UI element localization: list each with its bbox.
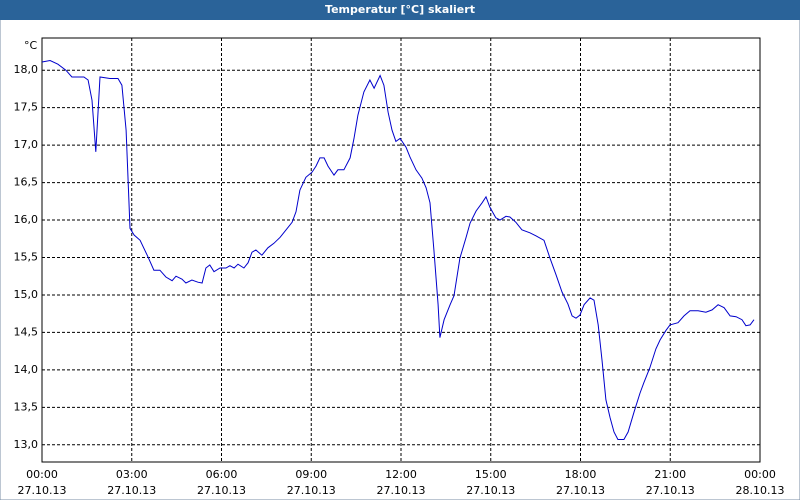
- x-tick-label: 06:00: [206, 468, 238, 481]
- y-tick-label: 16,0: [14, 213, 39, 226]
- y-tick-label: 15,5: [14, 250, 39, 263]
- x-tick-label: 21:00: [654, 468, 686, 481]
- x-tick-date: 28.10.13: [736, 484, 785, 497]
- x-tick-label: 15:00: [475, 468, 507, 481]
- x-tick-label: 00:00: [744, 468, 776, 481]
- y-tick-label: 17,5: [14, 101, 39, 114]
- y-tick-label: 16,5: [14, 176, 39, 189]
- x-tick-label: 03:00: [116, 468, 148, 481]
- y-tick-label: 14,0: [14, 363, 39, 376]
- y-tick-label: 14,5: [14, 325, 39, 338]
- y-tick-label: 15,0: [14, 288, 39, 301]
- x-tick-label: 00:00: [26, 468, 58, 481]
- x-tick-date: 27.10.13: [377, 484, 426, 497]
- x-tick-date: 27.10.13: [646, 484, 695, 497]
- temperature-line: [41, 59, 755, 440]
- x-tick-label: 12:00: [385, 468, 417, 481]
- x-tick-date: 27.10.13: [466, 484, 515, 497]
- y-tick-label: 13,0: [14, 438, 39, 451]
- x-tick-date: 27.10.13: [18, 484, 67, 497]
- x-tick-label: 18:00: [565, 468, 597, 481]
- x-tick-date: 27.10.13: [107, 484, 156, 497]
- x-tick-label: 09:00: [295, 468, 327, 481]
- x-tick-date: 27.10.13: [556, 484, 605, 497]
- x-tick-date: 27.10.13: [197, 484, 246, 497]
- y-tick-label: 13,5: [14, 400, 39, 413]
- y-unit: °C: [24, 39, 38, 52]
- chart-title: Temperatur [°C] skaliert: [325, 3, 475, 16]
- y-tick-label: 18,0: [14, 63, 39, 76]
- y-tick-label: 17,0: [14, 138, 39, 151]
- title-bar: [0, 0, 800, 20]
- x-tick-date: 27.10.13: [287, 484, 336, 497]
